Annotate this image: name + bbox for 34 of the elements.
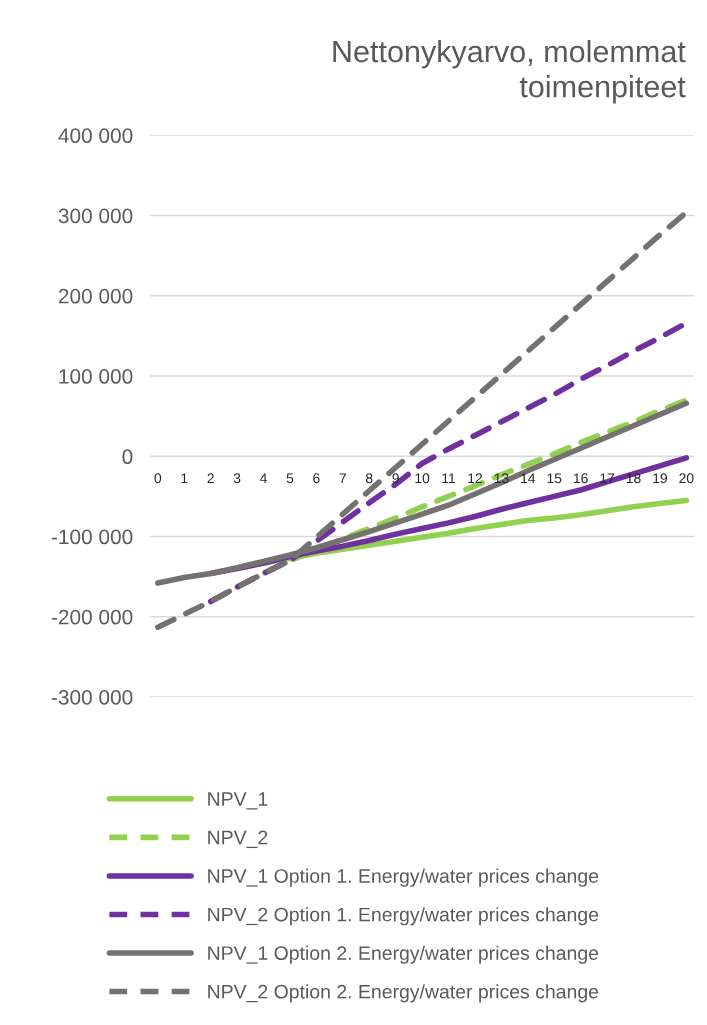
legend-label: NPV_1 [208,792,268,810]
x-tick-label: 4 [259,473,267,483]
y-tick-label: -300 000 [51,690,133,705]
x-tick-label: 8 [365,473,373,484]
y-tick-label: 100 000 [59,369,133,384]
x-tick-label: 0 [154,473,162,484]
y-tick-label: 400 000 [58,128,133,144]
x-tick-label: 1 [181,473,188,483]
x-tick-label: 14 [521,473,536,483]
x-tick-label: 10 [415,473,430,484]
x-tick-label: 16 [573,473,588,484]
y-tick-label: 300 000 [58,208,133,224]
y-tick-label: -200 000 [51,609,133,625]
x-tick-label: 7 [339,473,346,483]
legend-label: NPV_1 Option 1. Energy/water prices change [208,868,599,887]
x-tick-label: 9 [392,473,399,484]
chart-title: Nettonykyarvo, molemmat toimenpiteet [333,39,686,104]
legend-label: NPV_2 Option 1. Energy/water prices change [208,907,599,926]
y-tick-label: 200 000 [58,288,133,304]
x-tick-label: 11 [442,473,456,483]
x-tick-label: 3 [233,473,241,484]
legend-label: NPV_1 Option 2. Energy/water prices change [208,945,599,964]
x-tick-label: 2 [207,473,214,483]
x-tick-label: 5 [286,473,294,484]
x-tick-label: 20 [679,473,694,484]
x-tick-label: 6 [313,473,320,484]
x-tick-label: 19 [653,473,667,484]
legend-label: NPV_2 Option 2. Energy/water prices change [208,984,599,1003]
y-tick-label: -100 000 [51,529,133,545]
x-tick-label: 15 [547,473,562,484]
x-tick-label: 12 [468,473,482,483]
x-tick-label: 18 [626,473,641,484]
legend-label: NPV_2 [208,830,268,849]
y-tick-label: 0 [122,449,133,465]
